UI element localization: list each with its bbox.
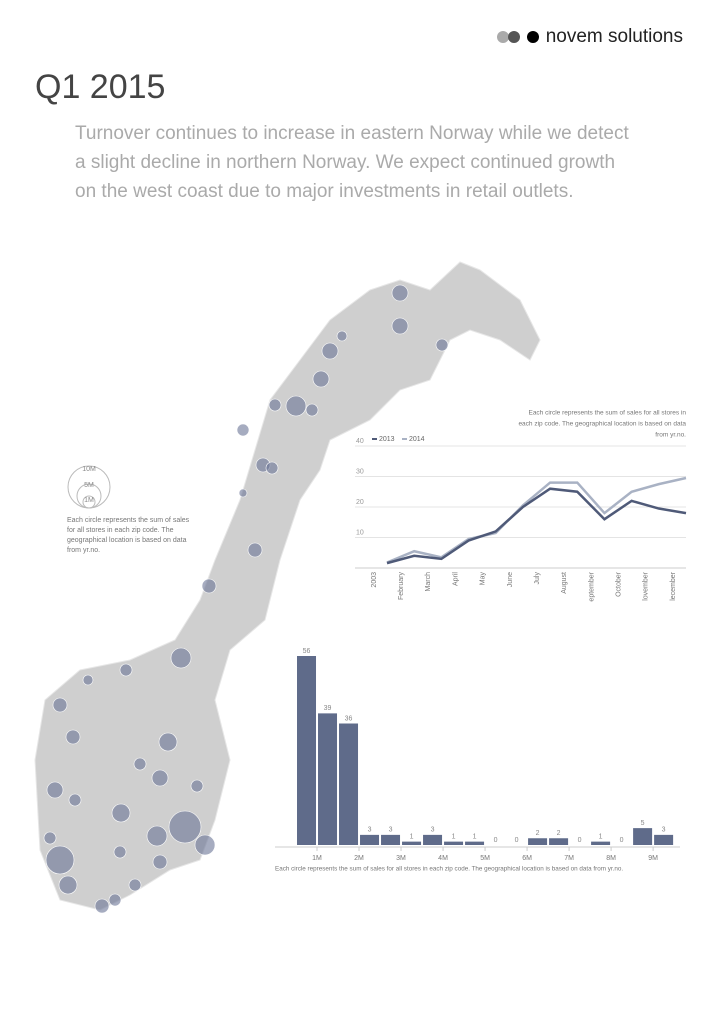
line-series (386, 476, 687, 564)
x-tick-label: 9M (648, 855, 658, 862)
bar (381, 834, 401, 845)
size-label: 10M (82, 466, 96, 473)
x-tick-label: 3M (396, 855, 406, 862)
bar (591, 841, 611, 845)
intro-line: a slight decline in northern Norway. We … (75, 152, 615, 173)
bar-label: 1 (452, 833, 456, 840)
bar-label: 3 (662, 827, 666, 834)
bar-label: 5 (641, 820, 645, 827)
line-series (386, 487, 687, 565)
bar-label: 3 (368, 827, 372, 834)
bar-label: 0 (494, 837, 498, 844)
legend-label: 2014 (409, 436, 425, 443)
x-tick-label: July (534, 572, 541, 585)
logo (497, 31, 539, 43)
bar-label: 36 (345, 715, 353, 722)
x-tick-label: 6M (522, 855, 532, 862)
x-tick-label: May (480, 572, 487, 586)
bar (444, 841, 464, 845)
bar (654, 834, 674, 845)
page-title: Q1 2015 (35, 68, 165, 106)
bar (528, 838, 548, 845)
bar (423, 834, 443, 845)
map-note: Each circle represents the sum of sales (67, 517, 190, 524)
bar (297, 656, 317, 845)
bar (402, 841, 422, 845)
bar-label: 39 (324, 705, 332, 712)
bar-label: 3 (389, 827, 393, 834)
y-tick-label: 40 (356, 438, 364, 445)
x-tick-label: August (561, 572, 568, 594)
bar-label: 1 (473, 833, 477, 840)
x-tick-label: 1M (312, 855, 322, 862)
bar-label: 0 (578, 837, 582, 844)
x-tick-label: 2003 (371, 572, 378, 588)
x-tick-label: 2M (354, 855, 364, 862)
y-tick-label: 30 (356, 468, 364, 475)
x-tick-label: June (507, 572, 514, 587)
y-tick-label: 10 (356, 529, 364, 536)
x-tick-label: eptember (588, 571, 595, 601)
intro-line: on the west coast due to major investmen… (75, 181, 573, 202)
chart-annotation: each zip code. The geographical location… (518, 421, 686, 428)
chart-annotation: Each circle represents the sum of sales … (528, 410, 686, 417)
x-tick-label: 7M (564, 855, 574, 862)
x-tick-label: March (425, 572, 432, 592)
bar-label: 56 (303, 648, 311, 655)
bar-label: 1 (599, 833, 603, 840)
bar (339, 723, 359, 845)
bar (318, 713, 338, 845)
x-tick-label: 8M (606, 855, 616, 862)
bar-label: 2 (557, 830, 561, 837)
x-tick-label: October (615, 571, 622, 597)
map (34, 261, 541, 914)
y-tick-label: 20 (356, 499, 364, 506)
bar-label: 1 (410, 833, 414, 840)
bar (633, 828, 653, 845)
x-tick-label: lovember (643, 571, 650, 600)
size-label: 1M (84, 497, 94, 504)
x-tick-label: February (398, 572, 405, 601)
bar-label: 2 (536, 830, 540, 837)
map-legend (67, 465, 111, 509)
legend-label: 2013 (379, 436, 395, 443)
chart-annotation: from yr.no. (655, 432, 686, 439)
intro-line: Turnover continues to increase in easter… (75, 123, 629, 144)
brand: novem solutions (546, 26, 683, 47)
x-tick-label: lecember (670, 571, 677, 600)
chart-caption: Each circle represents the sum of sales … (275, 866, 623, 873)
size-label: 5M (84, 482, 94, 489)
map-note: from yr.no. (67, 547, 100, 554)
map-note: for all stores in each zip code. The (67, 527, 174, 534)
x-tick-label: April (452, 572, 459, 586)
bar-label: 3 (431, 827, 435, 834)
bar (465, 841, 485, 845)
bar (360, 834, 380, 845)
map-note: geographical location is based on data (67, 537, 187, 544)
x-tick-label: 5M (480, 855, 490, 862)
x-tick-label: 4M (438, 855, 448, 862)
bar (549, 838, 569, 845)
bar-label: 0 (515, 837, 519, 844)
bar-label: 0 (620, 837, 624, 844)
